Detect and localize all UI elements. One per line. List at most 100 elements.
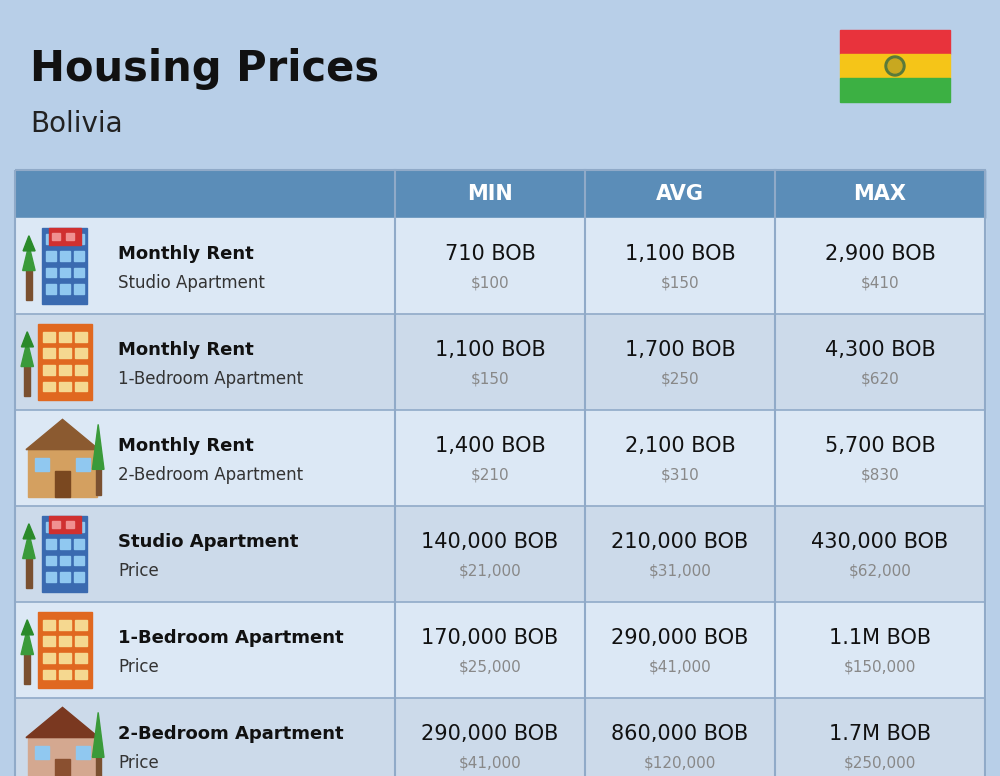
Text: $41,000: $41,000 xyxy=(459,756,521,771)
Text: 860,000 BOB: 860,000 BOB xyxy=(611,725,749,744)
Text: 290,000 BOB: 290,000 BOB xyxy=(611,629,749,649)
Polygon shape xyxy=(23,245,35,271)
Bar xyxy=(43,382,55,391)
Bar xyxy=(59,348,71,359)
Bar xyxy=(46,284,56,294)
Text: 2-Bedroom Apartment: 2-Bedroom Apartment xyxy=(118,726,344,743)
Text: $120,000: $120,000 xyxy=(644,756,716,771)
Text: 1.1M BOB: 1.1M BOB xyxy=(829,629,931,649)
Bar xyxy=(59,653,71,663)
Bar xyxy=(74,539,84,549)
Bar xyxy=(96,469,101,495)
Circle shape xyxy=(888,59,902,73)
Text: 710 BOB: 710 BOB xyxy=(445,244,535,265)
Polygon shape xyxy=(23,533,35,559)
Bar xyxy=(60,284,70,294)
Circle shape xyxy=(885,56,905,76)
Text: $250,000: $250,000 xyxy=(844,756,916,771)
Bar xyxy=(60,268,70,277)
Bar xyxy=(15,506,985,602)
Bar xyxy=(15,218,985,314)
Bar xyxy=(43,365,55,375)
Bar xyxy=(43,636,55,646)
Text: AVG: AVG xyxy=(656,184,704,204)
Bar xyxy=(60,522,70,532)
Bar xyxy=(15,410,985,506)
Bar xyxy=(60,556,70,566)
Bar xyxy=(46,556,56,566)
Bar xyxy=(43,348,55,359)
Polygon shape xyxy=(21,341,33,366)
Bar xyxy=(15,698,985,776)
Bar xyxy=(59,620,71,629)
Bar xyxy=(49,516,81,533)
Text: 140,000 BOB: 140,000 BOB xyxy=(421,532,559,553)
Bar xyxy=(66,521,74,528)
Bar xyxy=(76,458,90,471)
Text: $62,000: $62,000 xyxy=(849,564,911,579)
Text: 1-Bedroom Apartment: 1-Bedroom Apartment xyxy=(118,370,303,388)
Bar xyxy=(74,572,84,582)
Bar xyxy=(46,539,56,549)
Polygon shape xyxy=(21,629,33,654)
Text: Studio Apartment: Studio Apartment xyxy=(118,533,298,552)
Text: 290,000 BOB: 290,000 BOB xyxy=(421,725,559,744)
Polygon shape xyxy=(92,424,104,469)
Bar xyxy=(75,636,87,646)
Bar xyxy=(15,602,985,698)
Text: 210,000 BOB: 210,000 BOB xyxy=(611,532,749,553)
Text: $100: $100 xyxy=(471,275,509,291)
Text: 2,900 BOB: 2,900 BOB xyxy=(825,244,935,265)
Bar xyxy=(60,234,70,244)
Bar xyxy=(15,314,985,410)
Bar xyxy=(96,757,101,776)
Bar xyxy=(52,521,60,528)
Bar xyxy=(35,746,49,759)
Text: 1.7M BOB: 1.7M BOB xyxy=(829,725,931,744)
Text: $150,000: $150,000 xyxy=(844,660,916,675)
Text: $21,000: $21,000 xyxy=(459,564,521,579)
Bar xyxy=(43,653,55,663)
Text: 2-Bedroom Apartment: 2-Bedroom Apartment xyxy=(118,466,303,484)
Text: 2,100 BOB: 2,100 BOB xyxy=(625,436,735,456)
Bar xyxy=(35,458,49,471)
Bar xyxy=(75,365,87,375)
Bar xyxy=(66,233,74,240)
Text: Bolivia: Bolivia xyxy=(30,110,123,138)
Bar xyxy=(43,670,55,680)
Bar xyxy=(55,759,70,776)
Text: Monthly Rent: Monthly Rent xyxy=(118,438,254,456)
Text: 430,000 BOB: 430,000 BOB xyxy=(811,532,949,553)
Polygon shape xyxy=(26,708,99,738)
Bar xyxy=(46,234,56,244)
Bar xyxy=(42,228,87,303)
Bar xyxy=(74,522,84,532)
Bar xyxy=(75,332,87,341)
Bar xyxy=(76,746,90,759)
Text: $41,000: $41,000 xyxy=(649,660,711,675)
Bar xyxy=(840,78,950,102)
Bar xyxy=(15,170,395,218)
Text: Studio Apartment: Studio Apartment xyxy=(118,274,265,293)
Text: $620: $620 xyxy=(861,372,899,386)
Text: Price: Price xyxy=(118,658,159,676)
Text: $150: $150 xyxy=(471,372,509,386)
Bar xyxy=(24,365,30,396)
Bar xyxy=(74,234,84,244)
Text: $310: $310 xyxy=(661,468,699,483)
Bar xyxy=(59,365,71,375)
Bar xyxy=(75,653,87,663)
Text: 1,100 BOB: 1,100 BOB xyxy=(435,341,545,361)
Bar xyxy=(46,268,56,277)
Bar xyxy=(43,620,55,629)
Bar xyxy=(46,522,56,532)
Text: Monthly Rent: Monthly Rent xyxy=(118,341,254,359)
Bar xyxy=(46,251,56,261)
Text: 5,700 BOB: 5,700 BOB xyxy=(825,436,935,456)
Text: $31,000: $31,000 xyxy=(649,564,711,579)
Bar xyxy=(75,620,87,629)
Text: $250: $250 xyxy=(661,372,699,386)
Bar xyxy=(74,284,84,294)
Bar xyxy=(75,670,87,680)
Text: 4,300 BOB: 4,300 BOB xyxy=(825,341,935,361)
